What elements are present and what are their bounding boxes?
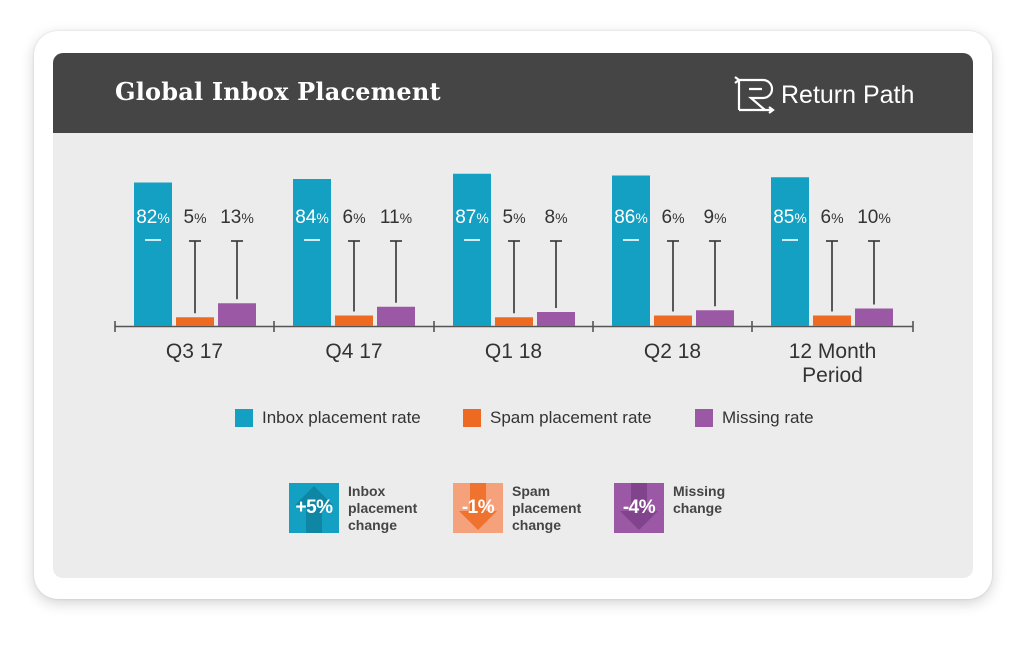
bar-missing: [696, 310, 734, 326]
header-bar: Global Inbox Placement Return Path: [53, 53, 973, 133]
bar-inbox: [134, 182, 172, 326]
change-spam-badge: -1%: [453, 483, 503, 533]
page-title: Global Inbox Placement: [115, 77, 441, 106]
bar-spam: [813, 315, 851, 326]
change-spam-label: Spam placement change: [512, 483, 597, 534]
x-tick-label: Q1 18: [485, 340, 542, 363]
data-label-inbox: 85%: [773, 207, 807, 228]
change-inbox-label-line: change: [348, 517, 398, 533]
data-label-missing: 9%: [703, 207, 726, 228]
bar-spam: [176, 317, 214, 326]
change-inbox-value: +5%: [295, 497, 333, 518]
legend-item-missing: Missing rate: [695, 408, 814, 428]
change-missing-badge: -4%: [614, 483, 664, 533]
legend-swatch-spam: [463, 409, 481, 427]
data-label-missing: 10%: [857, 207, 891, 228]
legend-label-inbox: Inbox placement rate: [262, 408, 421, 427]
change-missing: -4% Missing change: [614, 483, 758, 533]
data-label-missing: 13%: [220, 207, 254, 228]
change-missing-label-line: Missing: [673, 483, 726, 499]
return-path-logo-icon: [734, 76, 775, 114]
bar-spam: [654, 315, 692, 326]
change-inbox-label-line: placement: [348, 500, 418, 516]
change-spam-label-line: change: [512, 517, 562, 533]
data-label-spam: 6%: [820, 207, 843, 228]
change-inbox-label: Inbox placement change: [348, 483, 433, 534]
x-tick-label: 12 Month: [789, 340, 877, 363]
legend-swatch-missing: [695, 409, 713, 427]
change-inbox: +5% Inbox placement change: [289, 483, 433, 534]
change-spam-value: -1%: [461, 497, 495, 518]
arrow-down-icon: [459, 483, 497, 530]
change-missing-value: -4%: [622, 497, 656, 518]
x-tick-label: Q3 17: [166, 340, 223, 363]
data-label-spam: 5%: [183, 207, 206, 228]
data-label-missing: 8%: [544, 207, 567, 228]
change-inbox-badge: +5%: [289, 483, 339, 533]
change-spam-label-line: placement: [512, 500, 582, 516]
bar-inbox: [771, 177, 809, 326]
bar-chart: 82% 5% 13% Q3 17 84% 6% 11% Q4 17 87% 5% 8% Q1 18 86…: [114, 173, 914, 387]
data-label-inbox: 86%: [614, 207, 648, 228]
x-tick-label: Q2 18: [644, 340, 701, 363]
legend-item-spam: Spam placement rate: [463, 408, 652, 428]
bar-inbox: [453, 173, 491, 326]
data-label-inbox: 87%: [455, 207, 489, 228]
arrow-down-icon: [620, 483, 658, 530]
data-label-missing: 11%: [380, 207, 412, 228]
return-path-logo: Return Path: [733, 73, 973, 115]
bar-inbox: [612, 175, 650, 326]
change-missing-label-line: change: [673, 500, 723, 516]
data-label-inbox: 82%: [136, 207, 170, 228]
change-spam-label-line: Spam: [512, 483, 551, 499]
data-label-spam: 6%: [342, 207, 365, 228]
data-label-inbox: 84%: [295, 207, 329, 228]
bar-missing: [855, 308, 893, 326]
infographic-panel: Global Inbox Placement Return Path 82% 5%…: [53, 53, 973, 578]
logo-text: Return Path: [781, 81, 915, 109]
data-label-spam: 5%: [502, 207, 525, 228]
data-label-spam: 6%: [661, 207, 684, 228]
x-tick-label: Q4 17: [325, 340, 382, 363]
bar-missing: [218, 303, 256, 326]
bar-missing: [537, 312, 575, 326]
change-spam: -1% Spam placement change: [453, 483, 597, 534]
legend-item-inbox: Inbox placement rate: [235, 408, 421, 428]
legend-label-spam: Spam placement rate: [490, 408, 652, 427]
bar-inbox: [293, 179, 331, 326]
bar-spam: [495, 317, 533, 326]
legend-label-missing: Missing rate: [722, 408, 814, 427]
change-missing-label: Missing change: [673, 483, 758, 517]
change-inbox-label-line: Inbox: [348, 483, 386, 499]
legend-swatch-inbox: [235, 409, 253, 427]
x-tick-label: Period: [802, 364, 863, 387]
arrow-up-icon: [295, 486, 333, 533]
bar-spam: [335, 315, 373, 326]
bar-missing: [377, 306, 415, 326]
